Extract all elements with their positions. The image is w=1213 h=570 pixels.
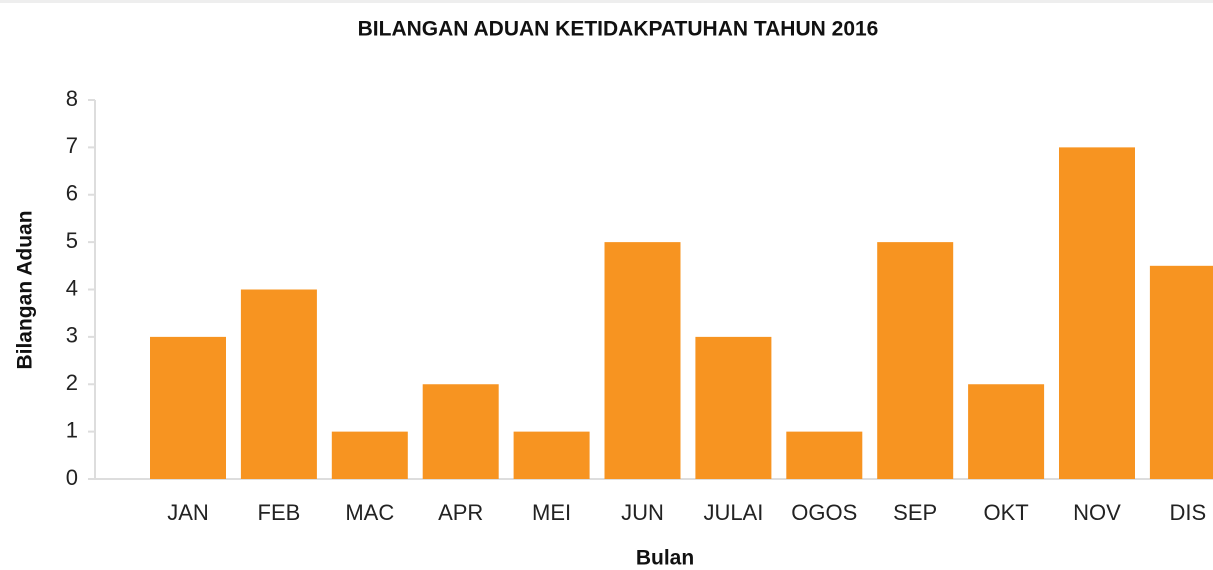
bar — [877, 242, 954, 479]
y-tick-label: 6 — [66, 181, 78, 206]
bar — [786, 431, 863, 479]
y-tick-label: 2 — [66, 370, 78, 395]
y-tick-label: 8 — [66, 86, 78, 111]
y-tick-label: 3 — [66, 323, 78, 348]
x-tick-label: NOV — [1073, 500, 1121, 525]
y-tick-label: 4 — [66, 275, 78, 300]
bar — [604, 242, 681, 479]
x-tick-label: JAN — [167, 500, 209, 525]
x-tick-label: JULAI — [703, 500, 763, 525]
bar — [150, 336, 226, 479]
x-axis-label: Bulan — [636, 547, 694, 570]
bar — [331, 431, 408, 479]
x-tick-label: JUN — [621, 500, 664, 525]
x-tick-label: APR — [438, 500, 483, 525]
bar — [513, 431, 590, 479]
bar — [968, 384, 1045, 479]
y-tick-label: 7 — [66, 133, 78, 158]
bar — [422, 384, 499, 479]
y-tick-label: 0 — [66, 465, 78, 490]
bar — [240, 289, 317, 479]
x-tick-label: MEI — [532, 500, 571, 525]
bar — [695, 336, 772, 479]
bar — [1149, 265, 1213, 479]
x-tick-label: FEB — [258, 500, 301, 525]
x-tick-label: DIS — [1170, 500, 1207, 525]
top-border — [0, 0, 1213, 3]
y-axis-label: Bilangan Aduan — [14, 210, 37, 369]
bar — [1059, 147, 1135, 479]
y-tick-label: 5 — [66, 228, 78, 253]
x-tick-label: SEP — [893, 500, 937, 525]
x-tick-label: MAC — [345, 500, 394, 525]
x-tick-label: OKT — [983, 500, 1028, 525]
chart-title: BILANGAN ADUAN KETIDAKPATUHAN TAHUN 2016 — [358, 18, 879, 41]
x-tick-label: OGOS — [791, 500, 857, 525]
y-tick-label: 1 — [66, 417, 78, 442]
